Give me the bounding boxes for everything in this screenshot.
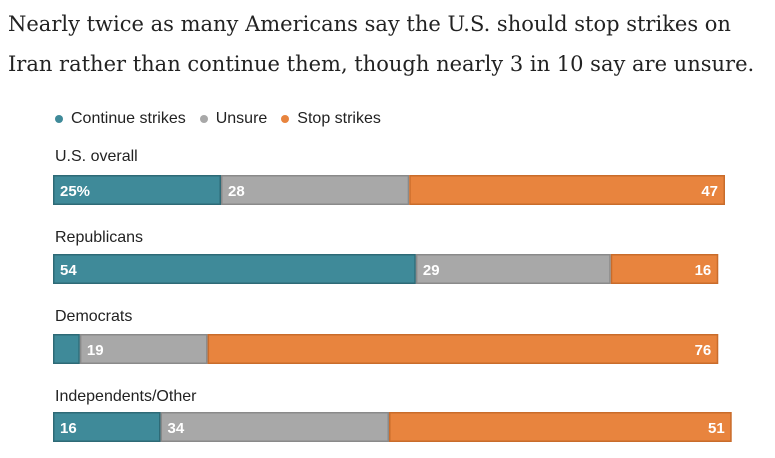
legend-label-continue: Continue strikes xyxy=(71,110,186,127)
bar-label-continue-3: 16 xyxy=(60,420,77,437)
bar-unsure-3 xyxy=(160,412,389,442)
category-label-independents: Independents/Other xyxy=(55,388,197,405)
legend-swatch-unsure xyxy=(199,115,208,123)
legend: Continue strikes Unsure Stop strikes xyxy=(55,108,395,130)
legend-swatch-continue xyxy=(55,115,63,123)
bar-unsure-1 xyxy=(415,254,611,284)
bar-label-unsure-2: 19 xyxy=(87,342,104,359)
chart-title: Nearly twice as many Americans say the U… xyxy=(8,12,755,76)
legend-item-stop: Stop strikes xyxy=(281,110,381,128)
bar-label-stop-0: 47 xyxy=(701,183,718,200)
bar-stop-0 xyxy=(409,175,725,205)
bar-label-continue-1: 54 xyxy=(60,262,77,279)
bar-stop-3 xyxy=(389,412,732,442)
bar-unsure-0 xyxy=(221,175,410,205)
legend-item-unsure: Unsure xyxy=(199,110,268,128)
category-label-republicans: Republicans xyxy=(55,229,144,246)
bar-continue-0 xyxy=(53,175,221,205)
bar-label-stop-1: 16 xyxy=(695,262,712,279)
bar-label-unsure-0: 28 xyxy=(228,183,245,200)
bar-unsure-2 xyxy=(79,334,208,364)
legend-swatch-stop xyxy=(281,115,290,123)
bar-continue-2 xyxy=(53,334,80,364)
bar-continue-1 xyxy=(53,254,416,284)
bar-label-unsure-3: 34 xyxy=(168,420,185,437)
bar-stop-1 xyxy=(610,254,719,284)
legend-label-unsure: Unsure xyxy=(215,110,268,127)
category-label-us-overall: U.S. overall xyxy=(55,148,138,165)
bar-label-stop-3: 51 xyxy=(708,420,725,437)
bar-stop-2 xyxy=(207,334,719,364)
legend-item-continue: Continue strikes xyxy=(55,110,186,128)
legend-label-stop: Stop strikes xyxy=(297,110,381,127)
bar-continue-3 xyxy=(53,412,161,442)
bar-label-stop-2: 76 xyxy=(695,342,712,359)
category-label-democrats: Democrats xyxy=(55,308,133,325)
bar-label-unsure-1: 29 xyxy=(423,262,440,279)
bar-label-continue-0: 25% xyxy=(60,183,90,200)
